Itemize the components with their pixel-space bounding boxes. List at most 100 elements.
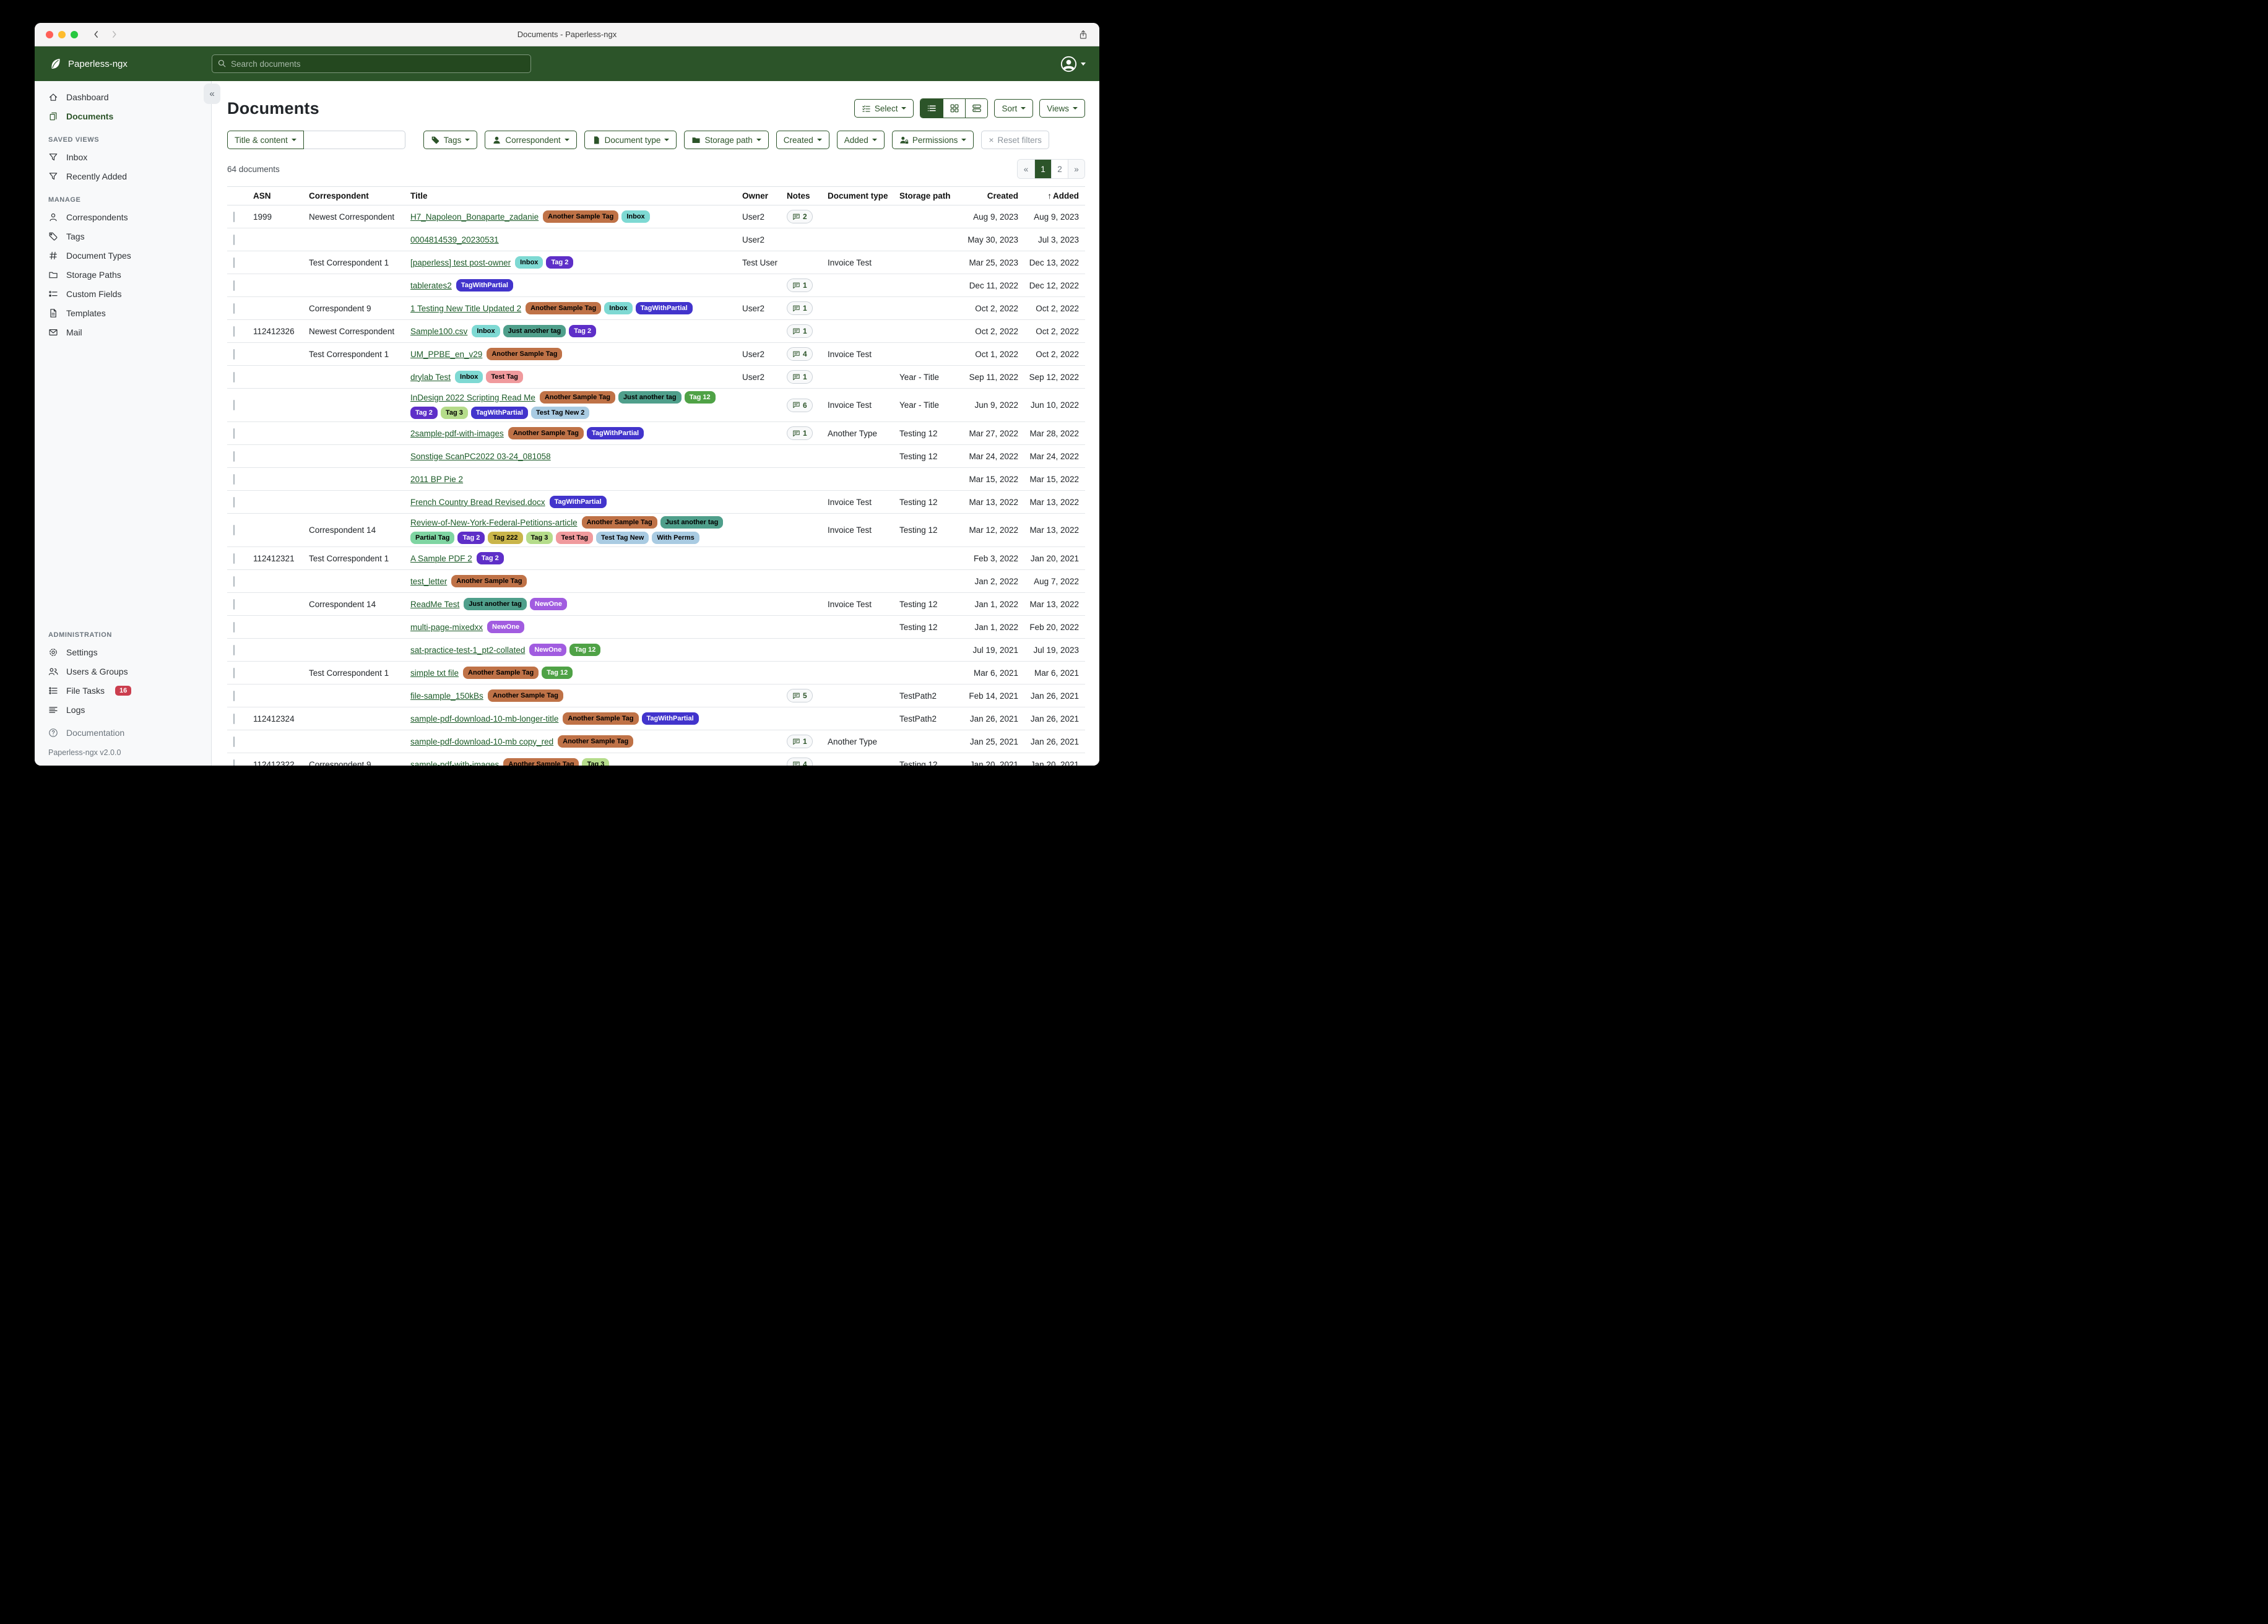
document-link[interactable]: sample-pdf-with-images <box>410 759 500 766</box>
document-link[interactable]: file-sample_150kBs <box>410 691 483 701</box>
document-link[interactable]: tablerates2 <box>410 280 452 290</box>
tag-pill[interactable]: TagWithPartial <box>456 279 513 292</box>
tag-pill[interactable]: Inbox <box>455 371 483 383</box>
cell-storage[interactable]: Testing 12 <box>899 525 938 535</box>
document-link[interactable]: [paperless] test post-owner <box>410 257 511 267</box>
cell-correspondent[interactable]: Test Correspondent 1 <box>309 257 389 267</box>
brand[interactable]: Paperless-ngx <box>35 58 212 70</box>
sidebar-item-document-types[interactable]: Document Types <box>35 246 211 265</box>
cell-storage[interactable]: Testing 12 <box>899 497 938 507</box>
close-window-button[interactable] <box>46 30 53 38</box>
sidebar-collapse-button[interactable]: « <box>204 84 220 104</box>
cell-correspondent[interactable]: Correspondent 14 <box>309 525 376 535</box>
sidebar-item-documentation[interactable]: Documentation <box>35 723 211 742</box>
document-link[interactable]: ReadMe Test <box>410 599 460 609</box>
sidebar-item-settings[interactable]: Settings <box>35 642 211 662</box>
tag-pill[interactable]: Tag 12 <box>684 391 716 404</box>
filter-created-button[interactable]: Created <box>776 131 829 149</box>
document-link[interactable]: 1 Testing New Title Updated 2 <box>410 303 522 313</box>
cell-correspondent[interactable]: Newest Correspondent <box>309 212 395 222</box>
sidebar-item-documents[interactable]: Documents <box>35 106 211 126</box>
notes-badge[interactable]: 4 <box>787 347 813 361</box>
pagination-prev[interactable]: « <box>1018 160 1034 178</box>
filter-permissions-button[interactable]: Permissions <box>891 131 974 149</box>
tag-pill[interactable]: Another Sample Tag <box>487 689 563 702</box>
filter-added-button[interactable]: Added <box>836 131 885 149</box>
views-button[interactable]: Views <box>1039 99 1085 118</box>
document-link[interactable]: 2sample-pdf-with-images <box>410 428 504 438</box>
row-checkbox[interactable] <box>233 428 235 439</box>
cell-doctype[interactable]: Another Type <box>828 428 878 438</box>
document-link[interactable]: sat-practice-test-1_pt2-collated <box>410 645 526 655</box>
tag-pill[interactable]: TagWithPartial <box>586 427 644 439</box>
document-link[interactable]: French Country Bread Revised.docx <box>410 497 545 507</box>
row-checkbox[interactable] <box>233 553 235 564</box>
tag-pill[interactable]: TagWithPartial <box>635 302 693 314</box>
cell-correspondent[interactable]: Newest Correspondent <box>309 326 395 336</box>
tag-pill[interactable]: Another Sample Tag <box>508 427 584 439</box>
tag-pill[interactable]: Another Sample Tag <box>581 516 657 529</box>
tag-pill[interactable]: Tag 2 <box>546 256 574 269</box>
header-correspondent[interactable]: Correspondent <box>309 191 369 201</box>
cell-correspondent[interactable]: Test Correspondent 1 <box>309 668 389 678</box>
grid-view-button[interactable] <box>943 99 966 118</box>
document-link[interactable]: InDesign 2022 Scripting Read Me <box>410 392 535 402</box>
cell-correspondent[interactable]: Correspondent 9 <box>309 303 371 313</box>
tag-pill[interactable]: Inbox <box>472 325 500 337</box>
row-checkbox[interactable] <box>233 644 235 655</box>
document-link[interactable]: Sonstige ScanPC2022 03-24_081058 <box>410 451 551 461</box>
header-created[interactable]: Created <box>987 191 1018 201</box>
tag-pill[interactable]: Tag 2 <box>476 552 504 564</box>
tag-pill[interactable]: Another Sample Tag <box>543 210 619 223</box>
list-view-button[interactable] <box>920 99 943 118</box>
tag-pill[interactable]: Another Sample Tag <box>539 391 616 404</box>
sidebar-item-recently-added[interactable]: Recently Added <box>35 166 211 186</box>
sidebar-item-inbox[interactable]: Inbox <box>35 147 211 166</box>
detail-view-button[interactable] <box>965 99 988 118</box>
tag-pill[interactable]: Inbox <box>621 210 650 223</box>
sidebar-item-mail[interactable]: Mail <box>35 322 211 342</box>
cell-storage[interactable]: Testing 12 <box>899 428 938 438</box>
tag-pill[interactable]: Test Tag New <box>596 532 649 544</box>
cell-storage[interactable]: Year - Title <box>899 372 940 382</box>
sidebar-item-tags[interactable]: Tags <box>35 227 211 246</box>
filter-document-type-button[interactable]: Document type <box>584 131 677 149</box>
cell-doctype[interactable]: Invoice Test <box>828 525 872 535</box>
row-checkbox[interactable] <box>233 598 235 610</box>
tag-pill[interactable]: Another Sample Tag <box>558 735 634 748</box>
tag-pill[interactable]: Just another tag <box>503 325 566 337</box>
tag-pill[interactable]: With Perms <box>652 532 699 544</box>
document-link[interactable]: 2011 BP Pie 2 <box>410 474 464 484</box>
sidebar-item-storage-paths[interactable]: Storage Paths <box>35 265 211 284</box>
document-link[interactable]: sample-pdf-download-10-mb-longer-title <box>410 714 559 723</box>
document-link[interactable]: multi-page-mixedxx <box>410 622 483 632</box>
cell-correspondent[interactable]: Correspondent 14 <box>309 599 376 609</box>
cell-storage[interactable]: Testing 12 <box>899 759 938 766</box>
header-added[interactable]: ↑ Added <box>1047 191 1079 201</box>
cell-storage[interactable]: Testing 12 <box>899 622 938 632</box>
document-link[interactable]: test_letter <box>410 576 448 586</box>
tag-pill[interactable]: Another Sample Tag <box>563 712 639 725</box>
filter-storage-path-button[interactable]: Storage path <box>684 131 769 149</box>
notes-badge[interactable]: 5 <box>787 689 813 702</box>
tag-pill[interactable]: Partial Tag <box>410 532 455 544</box>
tag-pill[interactable]: Test Tag <box>486 371 523 383</box>
header-asn[interactable]: ASN <box>253 191 271 201</box>
notes-badge[interactable]: 1 <box>787 324 813 338</box>
notes-badge[interactable]: 1 <box>787 301 813 315</box>
zoom-window-button[interactable] <box>71 30 78 38</box>
row-checkbox[interactable] <box>233 211 235 222</box>
row-checkbox[interactable] <box>233 257 235 268</box>
document-link[interactable]: A Sample PDF 2 <box>410 553 472 563</box>
cell-correspondent[interactable]: Test Correspondent 1 <box>309 553 389 563</box>
document-link[interactable]: 0004814539_20230531 <box>410 235 499 244</box>
tag-pill[interactable]: Another Sample Tag <box>526 302 602 314</box>
header-storage[interactable]: Storage path <box>899 191 951 201</box>
cell-doctype[interactable]: Another Type <box>828 736 878 746</box>
row-checkbox[interactable] <box>233 451 235 462</box>
sidebar-item-templates[interactable]: Templates <box>35 303 211 322</box>
tag-pill[interactable]: Inbox <box>515 256 543 269</box>
notes-badge[interactable]: 1 <box>787 279 813 292</box>
tag-pill[interactable]: Just another tag <box>660 516 724 529</box>
tag-pill[interactable]: TagWithPartial <box>641 712 699 725</box>
